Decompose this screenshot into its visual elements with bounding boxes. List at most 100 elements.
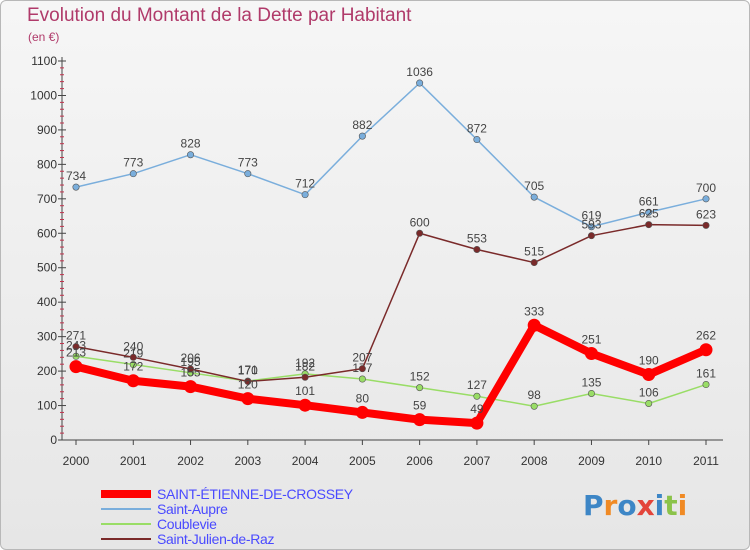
data-point <box>187 365 195 373</box>
data-label: 600 <box>410 215 430 229</box>
data-point <box>129 361 137 369</box>
data-label: 828 <box>181 137 201 151</box>
data-point <box>358 365 366 373</box>
data-point <box>587 232 595 240</box>
data-point <box>72 343 80 351</box>
y-tick-label: 900 <box>37 123 57 137</box>
x-tick-label: 2005 <box>349 454 376 468</box>
data-label: 1036 <box>406 65 433 79</box>
y-tick-label: 500 <box>37 261 57 275</box>
data-label: 262 <box>696 329 716 343</box>
data-label: 700 <box>696 181 716 195</box>
data-point <box>69 360 83 374</box>
legend-label: Saint-Aupre <box>157 500 228 517</box>
data-label: 190 <box>639 354 659 368</box>
x-tick-label: 2007 <box>464 454 491 468</box>
legend-swatch <box>101 522 151 525</box>
data-label: 101 <box>295 384 315 398</box>
data-label: 333 <box>524 304 544 318</box>
legend-item: SAINT-ÉTIENNE-DE-CROSSEY <box>101 485 353 502</box>
data-point <box>416 384 424 392</box>
data-label: 734 <box>66 169 86 183</box>
x-tick-label: 2000 <box>63 454 90 468</box>
data-point <box>702 221 710 229</box>
data-point <box>244 377 252 385</box>
legend-item: Coublevie <box>101 516 353 532</box>
data-point <box>473 136 481 144</box>
data-point <box>416 79 424 87</box>
data-point <box>301 191 309 199</box>
y-tick-label: 400 <box>37 295 57 309</box>
data-label: 553 <box>467 231 487 245</box>
data-label: 882 <box>352 118 372 132</box>
data-label: 271 <box>66 329 86 343</box>
data-point <box>301 373 309 381</box>
x-tick-label: 2004 <box>292 454 319 468</box>
data-label: 49 <box>470 402 484 416</box>
y-tick-label: 800 <box>37 157 57 171</box>
data-label: 593 <box>581 218 601 232</box>
y-tick-label: 100 <box>37 399 57 413</box>
data-point <box>126 374 140 388</box>
data-label: 80 <box>356 391 370 405</box>
data-label: 106 <box>639 385 659 399</box>
data-label: 172 <box>123 360 143 374</box>
data-point <box>187 151 195 159</box>
data-point <box>358 375 366 383</box>
legend-label: SAINT-ÉTIENNE-DE-CROSSEY <box>157 485 353 502</box>
data-label: 515 <box>524 245 544 259</box>
y-tick-label: 600 <box>37 226 57 240</box>
data-label: 773 <box>123 156 143 170</box>
series-line-0 <box>72 321 710 428</box>
data-label: 195 <box>181 355 201 369</box>
x-tick-label: 2003 <box>234 454 261 468</box>
data-label: 206 <box>181 351 201 365</box>
data-point <box>702 195 710 203</box>
data-label: 625 <box>639 207 659 221</box>
y-tick-label: 300 <box>37 330 57 344</box>
y-tick-label: 700 <box>37 192 57 206</box>
legend-item: Saint-Julien-de-Raz <box>101 530 353 547</box>
y-tick-label: 1100 <box>31 54 57 68</box>
logo-letter: t <box>664 489 678 522</box>
data-point <box>584 347 598 361</box>
chart-title: Evolution du Montant de la Dette par Hab… <box>27 5 412 26</box>
legend-swatch <box>101 489 151 498</box>
data-label: 872 <box>467 122 487 136</box>
legend-label: Saint-Julien-de-Raz <box>157 530 275 547</box>
y-tick-label: 1000 <box>30 88 57 102</box>
data-label: 240 <box>123 339 143 353</box>
data-point <box>587 223 595 231</box>
data-point <box>473 392 481 400</box>
data-label: 192 <box>295 356 315 370</box>
data-point <box>530 193 538 201</box>
data-point <box>645 221 653 229</box>
data-point <box>129 353 137 361</box>
data-point <box>530 402 538 410</box>
logo-letter: P <box>583 489 604 522</box>
legend-swatch <box>101 507 151 510</box>
data-label: 623 <box>696 207 716 221</box>
data-point <box>527 318 541 332</box>
data-point <box>72 352 80 360</box>
data-label: 207 <box>352 351 372 365</box>
data-label: 619 <box>581 209 601 223</box>
data-point <box>413 413 427 427</box>
data-point <box>530 259 538 267</box>
data-label: 120 <box>238 378 258 392</box>
data-point <box>241 392 255 406</box>
data-point <box>645 399 653 407</box>
unit-label: (en €) <box>28 30 60 44</box>
data-label: 705 <box>524 179 544 193</box>
chart-legend: SAINT-ÉTIENNE-DE-CROSSEY Saint-Aupre Coubl… <box>101 485 353 547</box>
data-point <box>129 170 137 178</box>
x-tick-label: 2011 <box>693 454 719 468</box>
logo-letter: o <box>617 489 637 522</box>
data-label: 773 <box>238 156 258 170</box>
data-label: 98 <box>528 388 542 402</box>
x-tick-label: 2006 <box>406 454 433 468</box>
series-line-2 <box>75 355 707 407</box>
data-label: 171 <box>238 363 258 377</box>
